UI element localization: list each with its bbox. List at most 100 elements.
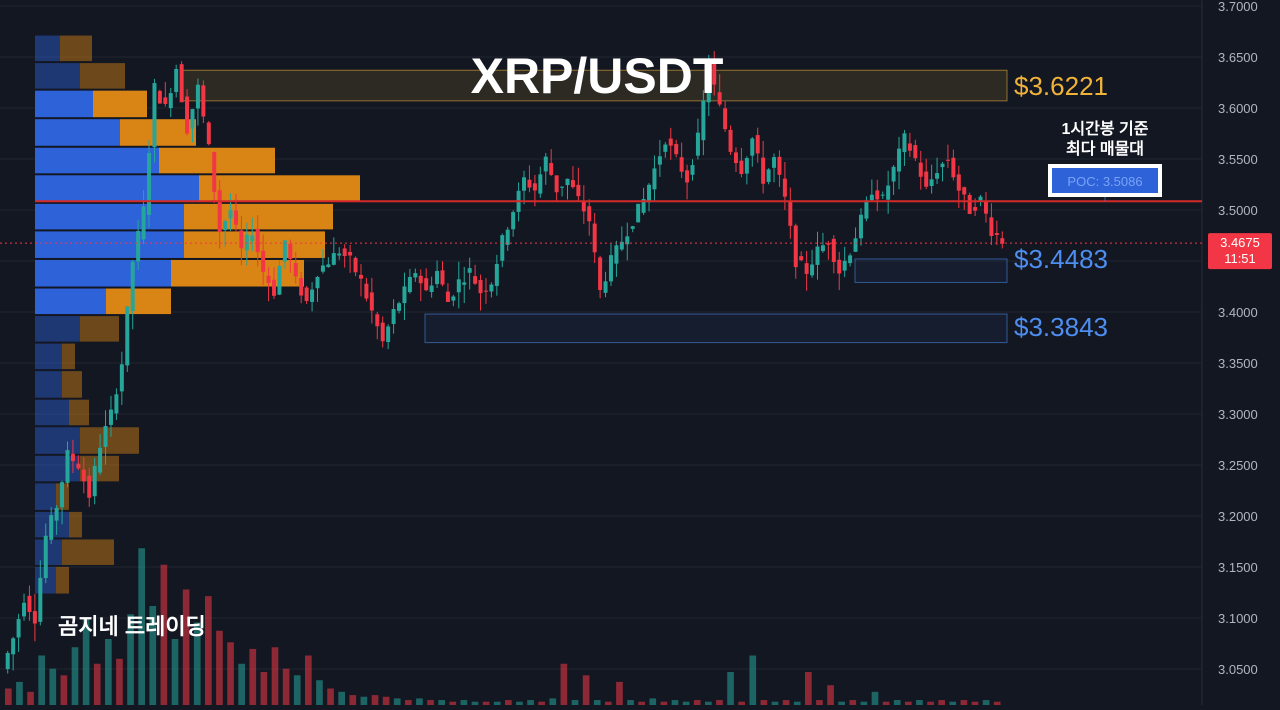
candle [16,613,21,652]
candle [820,232,825,253]
volume-bar [16,681,23,705]
volume-bar [982,700,990,705]
volume-bar [905,701,912,705]
volume-bar [105,639,112,705]
vp-buy-bar [35,483,56,510]
candle [38,560,43,626]
candle [141,189,146,245]
volume-bar [249,648,257,705]
candle [478,274,483,311]
vp-sell-bar [199,175,360,202]
volume-bar [527,700,534,705]
volume-bar [493,701,501,705]
candle [494,254,499,296]
candle [315,275,320,302]
candle [815,231,820,280]
candle [282,239,287,269]
volume-bar [738,701,745,705]
candle [440,261,445,287]
volume-bar [605,701,612,705]
candle [581,185,586,225]
candle [483,278,488,304]
volume-bar [771,701,779,705]
candle [375,311,380,340]
candle [386,324,391,350]
vp-sell-bar [69,399,89,426]
volume-bar [827,685,834,705]
candle [788,187,793,239]
volume-bar [538,701,545,705]
candle [407,268,412,294]
volume-bar [182,589,190,705]
vp-buy-bar [35,316,80,342]
candle [43,523,48,584]
candle [848,253,853,267]
volume-bar [638,701,645,705]
volume-bar [716,700,723,705]
candle [549,149,554,177]
candle [723,101,728,132]
volume-bar [216,630,223,705]
volume-bar [49,668,57,705]
volume-bar [271,647,279,705]
vp-sell-bar [80,427,139,454]
price-axis[interactable]: 3.70003.65003.60003.55003.50003.45003.40… [1218,0,1258,677]
candle [685,164,690,200]
vp-sell-bar [80,316,119,342]
volume-bar [449,701,457,705]
candle [538,166,543,198]
volume-bar [260,672,268,705]
volume-bar [5,688,12,705]
candle [560,186,565,197]
volume-bar [71,647,79,705]
candle [223,218,228,247]
price-tick-label: 3.2500 [1218,458,1258,473]
vp-buy-bar [35,231,184,258]
candle [424,268,429,292]
volume-bar [971,701,979,705]
candle [983,191,988,223]
volume-bar [293,675,301,705]
candle [293,251,298,284]
candle [663,142,668,158]
candle [342,244,347,268]
candle [554,175,559,201]
volume-bar [949,701,957,705]
candle [299,271,304,304]
candle [125,306,130,372]
candle [935,157,940,185]
volume-bar [227,642,234,705]
vp-sell-bar [62,343,75,370]
last-price-value: 3.4675 [1220,235,1260,250]
volume-bar [82,619,90,705]
candle [217,180,222,249]
price-tick-label: 3.6000 [1218,101,1258,116]
candle [391,299,396,334]
price-tick-label: 3.1500 [1218,560,1258,575]
horizontal-lines [0,197,1202,244]
volume-bar [382,696,390,705]
volume-bar [60,675,68,705]
volume-bar [371,695,379,705]
candle [598,255,603,299]
candle [114,388,119,421]
volume-bar [671,700,679,705]
volume-bar [93,663,101,705]
vp-buy-bar [35,175,199,202]
poc-label[interactable]: POC: 3.5086 [1048,164,1162,197]
candle [358,264,363,297]
candle [5,650,10,674]
candle [837,251,842,291]
candle [70,439,75,474]
candle [793,223,798,279]
candle [130,260,135,330]
watermark-text: 곰지네 트레이딩 [58,614,206,639]
candle [739,148,744,178]
vp-sell-bar [69,511,82,538]
candle [22,593,27,621]
candle [804,250,809,291]
vp-sell-bar [184,231,325,258]
vp-sell-bar [80,63,125,89]
